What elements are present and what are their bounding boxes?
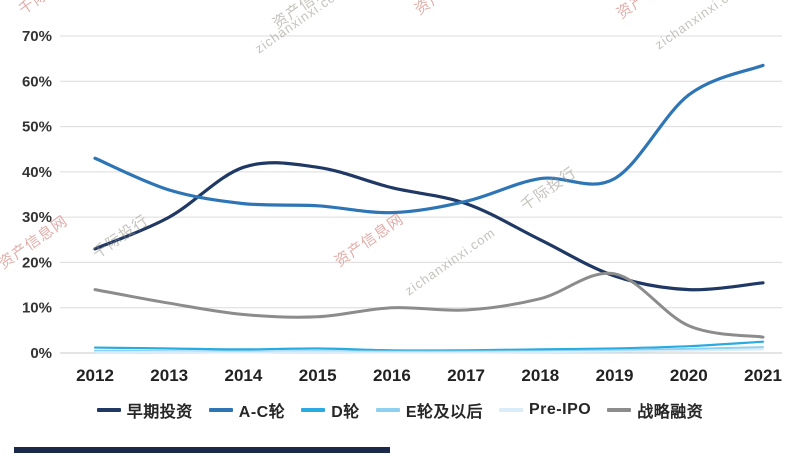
bottom-accent-bar [14,447,390,453]
legend-item-5: 战略融资 [607,398,703,422]
y-tick-label-40: 40% [22,164,52,181]
chart-line-series-0 [93,161,765,292]
y-tick-label-30: 30% [22,209,52,226]
legend-line-swatch [208,408,233,412]
x-tick-label: 2012 [76,366,114,385]
y-tick-label-0: 0% [30,345,52,362]
legend-line-swatch [607,408,632,412]
legend-item-2: D轮 [301,398,360,422]
x-tick-label: 2020 [670,366,708,385]
x-tick-label: 2015 [299,366,337,385]
y-tick-label-70: 70% [22,28,52,45]
legend-label: Pre-IPO [529,401,592,418]
y-tick-label-60: 60% [22,73,52,90]
legend-item-4: Pre-IPO [499,401,591,419]
line-chart: 0% 10% 20% 30% 40% 50% 60% 70% 2012 2013 2014 2015 2… [22,28,782,385]
legend-item-1: A-C轮 [208,398,286,422]
chart-line-series-2 [93,340,765,352]
legend-item-3: E轮及以后 [375,398,483,422]
chart-legend: 早期投资 A-C轮 D轮 E轮及以后 Pre-IPO 战略融资 [0,398,800,422]
x-tick-label: 2013 [150,366,188,385]
legend-line-swatch [96,408,121,412]
legend-label: D轮 [331,404,360,421]
chart-line-series-1 [93,63,765,215]
x-tick-label: 2014 [225,366,263,385]
legend-line-swatch [499,408,523,412]
chart-line-series-5 [93,271,765,339]
legend-line-swatch [301,408,326,412]
y-tick-label-20: 20% [22,254,52,271]
legend-label: A-C轮 [238,404,286,421]
legend-label: E轮及以后 [405,404,483,421]
legend-item-0: 早期投资 [96,398,193,422]
legend-label: 战略融资 [637,404,704,421]
x-tick-label: 2017 [447,366,485,385]
x-tick-label: 2018 [521,366,559,385]
x-tick-label: 2021 [744,366,782,385]
legend-label: 早期投资 [126,404,193,421]
legend-line-swatch [375,408,400,412]
y-tick-label-50: 50% [22,119,52,136]
x-tick-label: 2016 [373,366,411,385]
chart-line-series-4 [94,348,764,354]
x-tick-label: 2019 [596,366,634,385]
y-tick-label-10: 10% [22,300,52,317]
